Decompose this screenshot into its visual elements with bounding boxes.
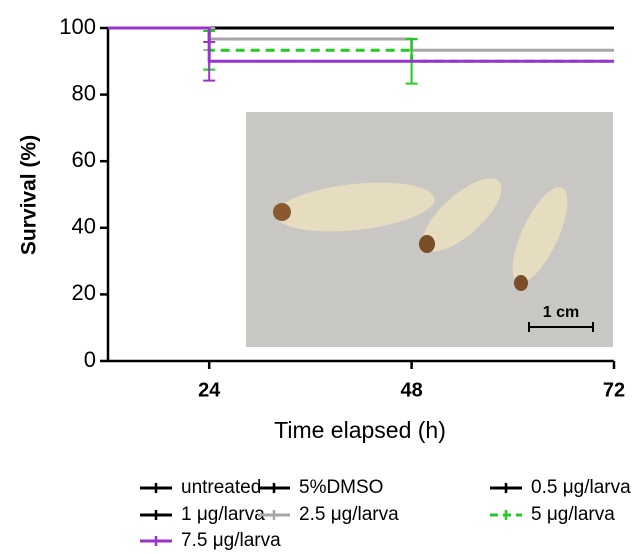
legend-label: untreated <box>181 477 261 498</box>
legend-label: 1 μg/larva <box>181 504 265 525</box>
y-tick-label: 40 <box>72 214 96 239</box>
larva <box>512 187 568 283</box>
y-tick-label: 80 <box>72 80 96 105</box>
x-tick-label: 72 <box>603 379 625 401</box>
series-line <box>108 26 614 52</box>
y-tick-label: 20 <box>72 280 96 305</box>
y-tick-label: 0 <box>84 347 96 372</box>
x-tick-label: 48 <box>400 379 422 401</box>
error-bar <box>203 40 216 82</box>
y-axis-label: Survival (%) <box>18 135 41 255</box>
legend-label: 5%DMSO <box>299 477 383 498</box>
x-tick-label: 24 <box>198 379 221 401</box>
legend-label: 5 μg/larva <box>531 504 615 525</box>
larva-head <box>273 203 291 221</box>
larva-head <box>514 275 528 291</box>
x-axis-label: Time elapsed (h) <box>274 417 446 443</box>
inset-photo: 1 cm <box>246 112 613 347</box>
scale-label: 1 cm <box>543 304 579 321</box>
series-line <box>108 26 614 63</box>
series-line <box>108 26 614 63</box>
legend-label: 0.5 μg/larva <box>531 477 631 498</box>
larva <box>422 178 502 252</box>
larva-head <box>419 235 435 253</box>
y-tick-label: 60 <box>72 147 96 172</box>
larva <box>275 182 435 232</box>
legend-label: 2.5 μg/larva <box>299 504 399 525</box>
y-tick-label: 100 <box>59 14 96 39</box>
legend-label: 7.5 μg/larva <box>181 530 281 551</box>
